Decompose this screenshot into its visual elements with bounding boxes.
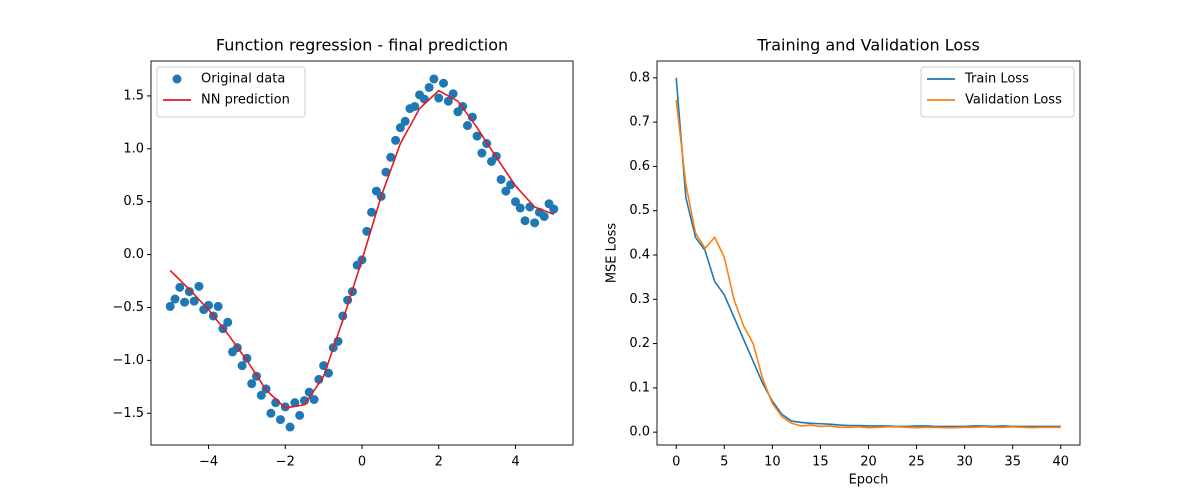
data-point [194,281,204,291]
x-tick-label: 25 [908,455,925,470]
data-point [549,204,559,214]
legend-label: NN prediction [201,93,290,108]
data-point [266,408,276,418]
data-point [362,226,372,236]
x-tick-label: 2 [435,455,443,470]
x-tick-label: 0 [672,455,680,470]
data-point [501,186,511,196]
data-point [510,197,520,207]
data-line [675,77,1061,428]
x-tick-label: 40 [1052,455,1069,470]
legend-box [156,66,306,118]
data-point [386,152,396,162]
data-point [463,121,472,131]
data-point [275,415,285,425]
axes-frame [150,60,574,446]
x-tick-label: 0 [358,455,366,470]
data-point [448,89,458,99]
y-tick-label: 1.0 [123,141,144,156]
y-tick-label: 0.3 [629,292,650,307]
axes-frame [656,60,1081,446]
data-point [400,116,410,126]
data-point [256,390,266,400]
y-tick-label: 0.5 [629,203,650,218]
y-tick-label: −1.5 [112,406,144,421]
data-point [175,282,185,292]
data-point [424,82,434,92]
legend-label: Original data [201,72,285,87]
x-tick-label: 35 [1004,455,1021,470]
data-point [184,287,194,297]
data-point [395,123,405,133]
y-tick-label: −0.5 [112,300,144,315]
y-tick-label: 0.1 [629,380,650,395]
data-point [367,207,377,217]
data-point [391,135,401,145]
data-point [295,410,305,420]
y-tick-label: 0.6 [629,159,650,174]
data-point [180,297,190,307]
x-axis-label: Epoch [849,473,889,488]
x-tick-label: −2 [276,455,295,470]
data-point [525,202,535,212]
y-tick-label: 1.5 [123,88,144,103]
data-line [675,99,1061,429]
y-tick-label: 0.8 [629,70,650,85]
data-point [439,78,449,88]
data-point [429,74,439,84]
chart-title: Function regression - final prediction [216,36,508,55]
data-point [515,203,525,213]
y-tick-label: 0.5 [123,194,144,209]
data-point [467,112,477,122]
data-point [237,361,247,371]
data-point [434,93,444,103]
y-tick-label: 0.2 [629,336,650,351]
x-tick-label: 5 [720,455,728,470]
x-tick-label: 10 [764,455,781,470]
x-tick-label: 20 [860,455,877,470]
x-tick-label: 30 [956,455,973,470]
legend-label: Validation Loss [965,93,1062,108]
x-tick-label: 15 [812,455,829,470]
y-tick-label: 0.0 [123,247,144,262]
data-point [410,101,420,111]
data-point [539,212,549,222]
data-point [170,294,180,304]
x-tick-label: −4 [199,455,218,470]
data-point [309,395,319,405]
x-tick-label: 4 [511,455,519,470]
data-point [285,422,295,432]
data-point [314,374,324,384]
data-point [477,148,487,158]
data-point [381,167,391,177]
legend-box [920,66,1075,118]
y-tick-label: 0.4 [629,247,650,262]
chart-title: Training and Validation Loss [756,36,980,55]
legend-marker [172,74,182,84]
data-line [169,89,555,409]
data-point [213,301,223,311]
data-point [496,174,506,184]
data-point [530,218,540,228]
y-tick-label: 0.7 [629,115,650,130]
y-tick-label: −1.0 [112,353,144,368]
y-tick-label: 0.0 [629,425,650,440]
data-point [443,96,453,106]
data-point [247,379,257,389]
data-point [472,131,482,141]
data-point [290,398,300,408]
data-point [520,216,530,226]
data-point [165,301,175,311]
data-point [223,317,233,327]
legend-label: Train Loss [964,72,1029,87]
data-point [189,296,199,306]
y-axis-label: MSE Loss [605,223,620,284]
